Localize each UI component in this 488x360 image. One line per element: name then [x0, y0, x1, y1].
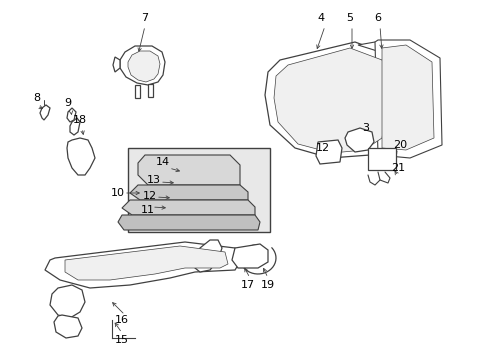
Polygon shape — [45, 242, 240, 288]
Polygon shape — [345, 128, 373, 152]
Text: 3: 3 — [362, 123, 369, 133]
Polygon shape — [67, 138, 95, 175]
Polygon shape — [135, 85, 140, 98]
Polygon shape — [315, 140, 341, 164]
Text: 21: 21 — [390, 163, 404, 173]
Text: 11: 11 — [141, 205, 155, 215]
Text: 15: 15 — [115, 335, 129, 345]
Text: 12: 12 — [315, 143, 329, 153]
Polygon shape — [128, 51, 160, 82]
Text: 14: 14 — [156, 157, 170, 167]
Polygon shape — [54, 315, 82, 338]
Polygon shape — [374, 40, 441, 158]
Polygon shape — [273, 48, 389, 153]
Text: 5: 5 — [346, 13, 353, 23]
Polygon shape — [113, 57, 120, 72]
Text: 16: 16 — [115, 315, 129, 325]
Polygon shape — [231, 244, 267, 268]
Bar — [128, 148, 269, 232]
Text: 9: 9 — [64, 98, 71, 108]
Polygon shape — [118, 215, 260, 230]
Polygon shape — [381, 45, 433, 150]
Polygon shape — [50, 285, 85, 318]
Text: 12: 12 — [142, 191, 157, 201]
Text: 19: 19 — [261, 280, 274, 290]
Polygon shape — [357, 42, 405, 155]
Polygon shape — [120, 46, 164, 85]
Polygon shape — [130, 185, 247, 200]
Polygon shape — [264, 42, 397, 158]
Text: 13: 13 — [147, 175, 161, 185]
Polygon shape — [122, 200, 254, 215]
Text: 7: 7 — [141, 13, 148, 23]
Polygon shape — [148, 84, 153, 97]
Polygon shape — [195, 240, 222, 272]
Text: 6: 6 — [374, 13, 381, 23]
Text: 18: 18 — [73, 115, 87, 125]
Polygon shape — [138, 155, 240, 185]
Polygon shape — [70, 118, 80, 135]
Polygon shape — [65, 246, 227, 280]
Polygon shape — [40, 105, 50, 120]
Text: 17: 17 — [241, 280, 255, 290]
Bar — [367, 148, 395, 170]
Text: 10: 10 — [111, 188, 125, 198]
Text: 20: 20 — [392, 140, 406, 150]
Text: 8: 8 — [33, 93, 41, 103]
Polygon shape — [67, 108, 76, 122]
Text: 4: 4 — [317, 13, 324, 23]
